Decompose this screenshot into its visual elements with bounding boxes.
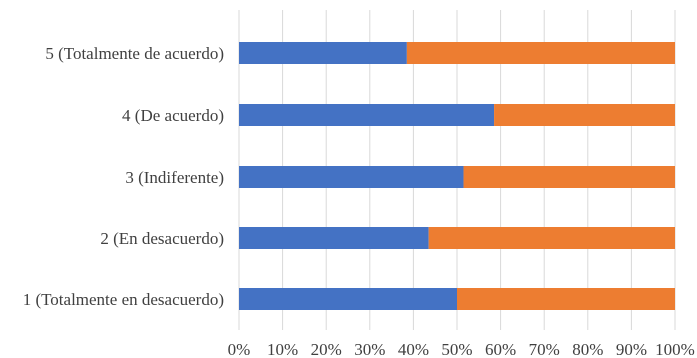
- x-axis-tick-labels: 0% 10% 20% 30% 40% 50% 60% 70% 80% 90% 100%: [228, 340, 695, 358]
- x-tick-label: 0%: [228, 340, 251, 358]
- bar-segment-series-1: [239, 42, 407, 64]
- x-tick-label: 90%: [616, 340, 647, 358]
- category-labels: 5 (Totalmente de acuerdo) 4 (De acuerdo) 3…: [23, 44, 224, 309]
- category-label: 3 (Indiferente): [125, 168, 224, 187]
- bar-segment-series-2: [494, 104, 675, 126]
- x-tick-label: 40%: [398, 340, 429, 358]
- bar-segment-series-1: [239, 288, 457, 310]
- x-tick-label: 10%: [267, 340, 298, 358]
- x-tick-label: 60%: [485, 340, 516, 358]
- bar-segment-series-1: [239, 166, 464, 188]
- bars: [239, 42, 675, 310]
- x-tick-label: 70%: [529, 340, 560, 358]
- x-tick-label: 80%: [572, 340, 603, 358]
- category-label: 4 (De acuerdo): [122, 106, 224, 125]
- bar-segment-series-1: [239, 104, 495, 126]
- bar-segment-series-1: [239, 227, 429, 249]
- x-tick-label: 50%: [441, 340, 472, 358]
- x-tick-label: 100%: [655, 340, 695, 358]
- x-tick-label: 20%: [311, 340, 342, 358]
- category-label: 2 (En desacuerdo): [100, 229, 224, 248]
- x-tick-label: 30%: [354, 340, 385, 358]
- bar-segment-series-2: [463, 166, 675, 188]
- bar-segment-series-2: [428, 227, 675, 249]
- category-label: 1 (Totalmente en desacuerdo): [23, 290, 224, 309]
- bar-segment-series-2: [406, 42, 675, 64]
- bar-segment-series-2: [457, 288, 675, 310]
- category-label: 5 (Totalmente de acuerdo): [45, 44, 224, 63]
